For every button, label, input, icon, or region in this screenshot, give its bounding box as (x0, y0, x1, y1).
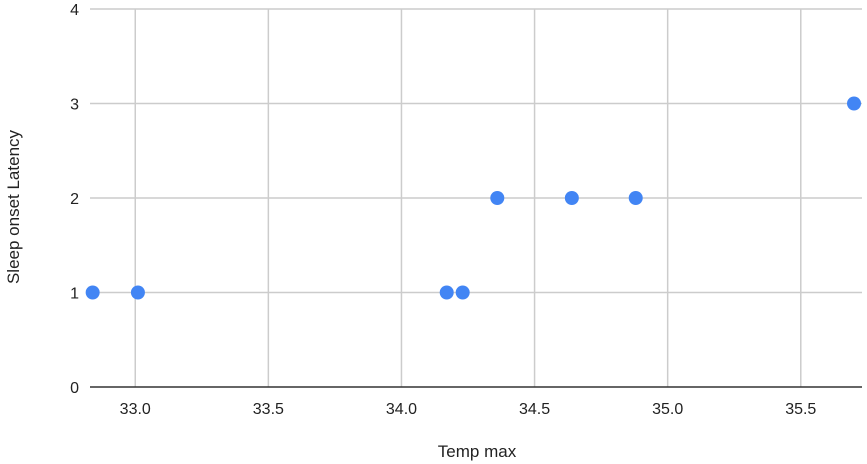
x-tick-label: 33.5 (253, 401, 284, 418)
y-tick-label: 4 (70, 2, 79, 19)
data-point (85, 285, 100, 300)
y-tick-label: 0 (70, 380, 79, 397)
data-point (564, 191, 579, 205)
tick-labels: 0 1 2 3 4 33.0 33.5 34.0 34.5 35.0 35.5 (70, 2, 816, 418)
data-point (490, 191, 505, 205)
x-tick-label: 33.0 (120, 401, 151, 418)
y-tick-label: 3 (70, 97, 79, 114)
grid-lines (90, 8, 862, 387)
x-tick-label: 34.0 (386, 401, 417, 418)
y-tick-label: 1 (70, 286, 79, 303)
data-point (455, 285, 470, 300)
x-tick-label: 35.0 (652, 401, 683, 418)
y-axis-title: Sleep onset Latency (4, 129, 23, 284)
x-tick-label: 35.5 (785, 401, 816, 418)
data-point (847, 96, 862, 111)
x-axis-title: Temp max (438, 442, 517, 461)
data-point (439, 285, 454, 300)
data-point (628, 191, 643, 205)
y-tick-label: 2 (70, 191, 79, 208)
x-tick-label: 34.5 (519, 401, 550, 418)
data-point (130, 285, 145, 300)
data-points (85, 96, 862, 300)
